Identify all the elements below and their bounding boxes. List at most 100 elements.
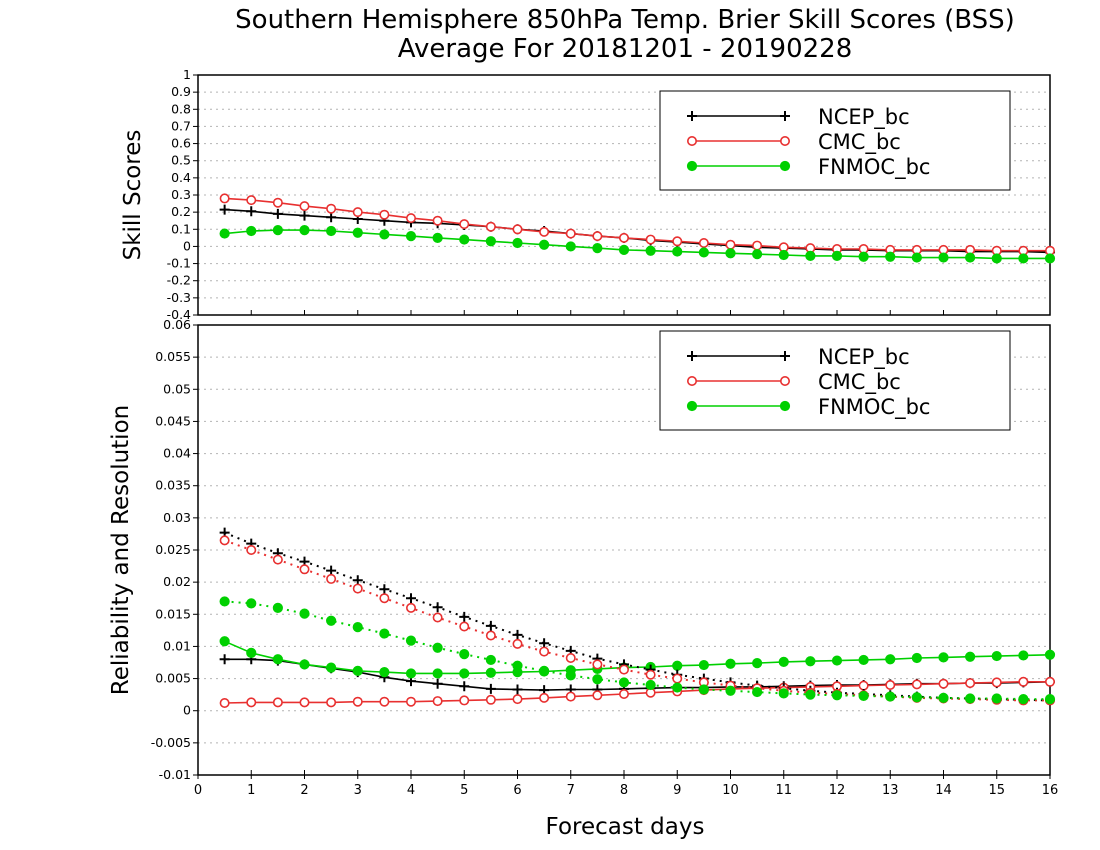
y-tick-label: -0.005 bbox=[151, 735, 191, 750]
data-point bbox=[326, 573, 337, 584]
series-fnmoc-bc-solid bbox=[219, 636, 1056, 679]
data-point bbox=[459, 649, 470, 660]
legend-marker bbox=[686, 400, 698, 412]
legend-marker bbox=[686, 375, 697, 386]
chart-title-line1: Southern Hemisphere 850hPa Temp. Brier S… bbox=[235, 5, 1015, 35]
data-point bbox=[778, 656, 789, 667]
data-point bbox=[885, 654, 896, 665]
data-point bbox=[326, 662, 337, 673]
x-tick-label: 8 bbox=[620, 783, 628, 798]
data-point bbox=[485, 683, 496, 694]
data-point bbox=[805, 656, 816, 667]
y-tick-label: 0.8 bbox=[171, 101, 191, 116]
data-point bbox=[432, 602, 443, 613]
data-point bbox=[805, 689, 816, 700]
data-point bbox=[432, 642, 443, 653]
legend-marker bbox=[779, 375, 790, 386]
data-point bbox=[459, 234, 470, 245]
data-point bbox=[672, 673, 683, 684]
data-point bbox=[539, 638, 550, 649]
y-tick-label: 0 bbox=[183, 238, 191, 253]
data-point bbox=[272, 208, 283, 219]
data-point bbox=[459, 611, 470, 622]
data-point bbox=[512, 660, 523, 671]
data-point bbox=[379, 696, 390, 707]
data-point bbox=[405, 213, 416, 224]
data-point bbox=[805, 250, 816, 261]
data-point bbox=[991, 253, 1002, 264]
data-point bbox=[539, 692, 550, 703]
data-point bbox=[592, 674, 603, 685]
data-point bbox=[778, 688, 789, 699]
x-tick-label: 11 bbox=[775, 783, 792, 798]
x-tick-label: 14 bbox=[935, 783, 952, 798]
data-point bbox=[379, 229, 390, 240]
series-line bbox=[224, 197, 1050, 252]
data-point bbox=[592, 690, 603, 701]
data-point bbox=[965, 651, 976, 662]
data-point bbox=[539, 239, 550, 250]
data-point bbox=[246, 697, 257, 708]
data-point bbox=[326, 565, 337, 576]
y-tick-label: 0.045 bbox=[155, 413, 191, 428]
data-point bbox=[911, 652, 922, 664]
y-tick-label: 0.1 bbox=[171, 221, 191, 236]
data-point bbox=[246, 647, 257, 658]
data-point bbox=[405, 696, 416, 707]
legend-label: NCEP_bc bbox=[818, 105, 910, 130]
data-point bbox=[725, 239, 736, 250]
legend-marker bbox=[779, 400, 791, 412]
data-point bbox=[485, 654, 496, 666]
data-point bbox=[645, 245, 656, 256]
series-line bbox=[224, 658, 1051, 691]
series-cmc-bc-dotted bbox=[219, 535, 1056, 706]
data-point bbox=[618, 677, 630, 688]
data-point bbox=[272, 602, 283, 613]
data-point bbox=[219, 193, 230, 204]
x-axis-label: Forecast days bbox=[546, 814, 705, 840]
data-point bbox=[485, 667, 496, 678]
y-tick-label: 0.055 bbox=[155, 349, 191, 364]
data-point bbox=[672, 682, 683, 693]
data-point bbox=[618, 688, 629, 699]
data-point bbox=[885, 679, 896, 690]
series-line bbox=[224, 680, 1050, 704]
data-point bbox=[299, 564, 310, 575]
data-point bbox=[565, 228, 576, 239]
y-tick-label: -0.3 bbox=[167, 290, 191, 305]
x-tick-label: 16 bbox=[1042, 783, 1059, 798]
data-point bbox=[965, 678, 976, 689]
data-point bbox=[618, 244, 630, 255]
y-axis-label: Skill Scores bbox=[120, 130, 146, 261]
data-point bbox=[512, 638, 523, 649]
data-point bbox=[752, 686, 763, 698]
data-point bbox=[272, 554, 283, 565]
data-point bbox=[272, 697, 283, 708]
data-point bbox=[831, 250, 843, 261]
data-point bbox=[565, 691, 576, 702]
data-point bbox=[352, 583, 363, 594]
data-point bbox=[432, 668, 443, 679]
data-point bbox=[539, 646, 550, 657]
data-point bbox=[1045, 676, 1056, 687]
data-point bbox=[1018, 253, 1029, 264]
data-point bbox=[592, 243, 603, 254]
data-point bbox=[991, 693, 1002, 704]
data-point bbox=[246, 195, 257, 206]
data-point bbox=[485, 620, 496, 631]
x-tick-label: 9 bbox=[673, 783, 681, 798]
y-tick-label: 0.04 bbox=[163, 446, 191, 461]
data-point bbox=[459, 681, 470, 692]
y-tick-label: -0.01 bbox=[159, 767, 191, 782]
data-point bbox=[698, 684, 709, 695]
x-tick-label: 3 bbox=[354, 783, 362, 798]
data-point bbox=[831, 655, 843, 666]
data-point bbox=[485, 630, 496, 641]
data-point bbox=[326, 615, 337, 626]
y-tick-label: 0.3 bbox=[171, 187, 191, 202]
x-tick-label: 13 bbox=[882, 783, 899, 798]
data-point bbox=[219, 697, 230, 708]
y-tick-label: 1 bbox=[183, 67, 191, 82]
